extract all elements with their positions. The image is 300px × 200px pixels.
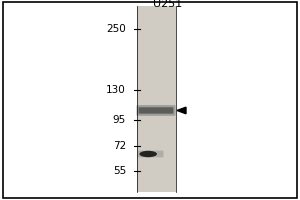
Text: U251: U251 xyxy=(153,0,183,9)
Polygon shape xyxy=(177,107,186,114)
Bar xyxy=(136,6,176,192)
Text: 72: 72 xyxy=(113,141,126,151)
Text: 250: 250 xyxy=(106,24,126,34)
FancyBboxPatch shape xyxy=(139,107,173,114)
FancyBboxPatch shape xyxy=(136,105,176,116)
Text: 55: 55 xyxy=(113,166,126,176)
FancyBboxPatch shape xyxy=(138,151,164,157)
Ellipse shape xyxy=(140,151,157,157)
Text: 130: 130 xyxy=(106,85,126,95)
Text: 95: 95 xyxy=(113,115,126,125)
